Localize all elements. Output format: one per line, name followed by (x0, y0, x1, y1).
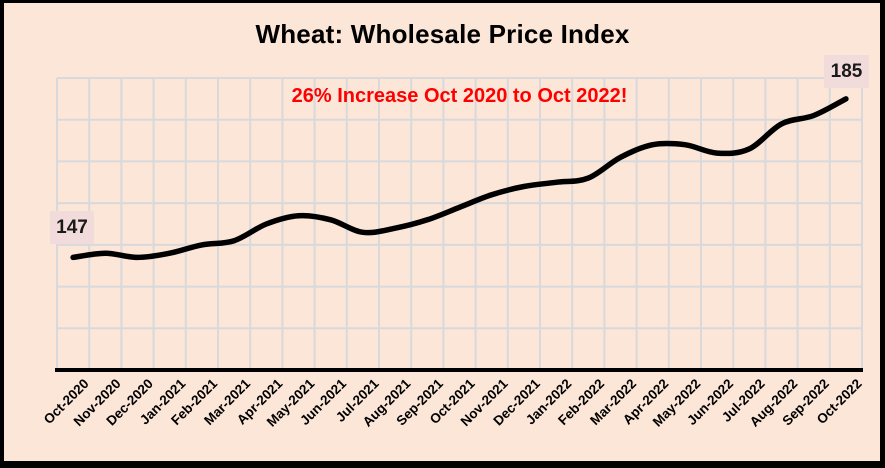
annotation-text: 26% Increase Oct 2020 to Oct 2022! (291, 85, 628, 107)
gridlines (56, 77, 863, 370)
price-index-line (70, 96, 849, 261)
chart-title: Wheat: Wholesale Price Index (255, 19, 630, 49)
data-label-first-point: 147 (50, 211, 94, 244)
data-label-last-point: 185 (824, 55, 869, 88)
